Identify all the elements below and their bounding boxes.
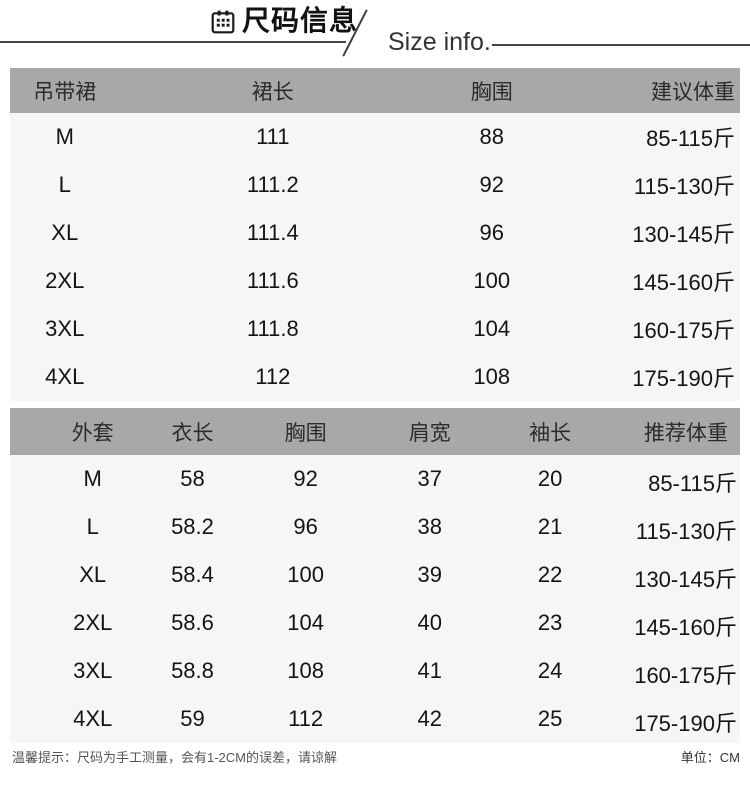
table-cell: 58.6	[171, 610, 214, 635]
table-cell: 42	[417, 706, 442, 731]
size-tables: 吊带裙 裙长 胸围 建议体重 M 111 88 85-115斤 L 111.2 92 115-130…	[10, 68, 740, 743]
size-label: XL	[51, 220, 79, 245]
table-cell: 96	[293, 514, 318, 539]
table-cell: 175-190斤	[634, 711, 737, 736]
table-cell: 85-115斤	[648, 471, 737, 496]
column-header: 外套	[71, 421, 114, 445]
page-title: 尺码信息	[242, 5, 359, 36]
table-row: L 111.2 92 115-130斤	[10, 161, 740, 209]
table-cell: 58.8	[171, 658, 214, 683]
table-cell: 25	[537, 706, 563, 731]
table-row: M 111 88 85-115斤	[10, 113, 740, 161]
table-cell: 111.6	[246, 268, 299, 293]
table-cell: 58	[180, 466, 205, 491]
table-cell: 58.4	[171, 562, 214, 587]
page-subtitle: Size info.	[388, 28, 491, 56]
column-header: 建议体重	[650, 80, 735, 104]
table-cell: 100	[473, 268, 511, 293]
coat-table-header: 外套 衣长 胸围 肩宽 袖长 推荐体重	[10, 408, 740, 455]
table-cell: 115-130斤	[635, 519, 737, 544]
size-label: L	[58, 172, 71, 197]
table-footer: 温馨提示：尺码为手工测量，会有1-2CM的误差，请谅解 单位：CM	[0, 748, 750, 768]
table-cell: 38	[417, 514, 442, 539]
coat-size-table: 外套 衣长 胸围 肩宽 袖长 推荐体重 M 58 92 37 20 85-115斤 L 58.2 96 38…	[10, 408, 740, 743]
column-header: 推荐体重	[643, 421, 728, 445]
table-row: 4XL 112 108 175-190斤	[10, 353, 740, 401]
table-cell: 41	[417, 658, 442, 683]
size-label: M	[55, 124, 74, 149]
column-header: 吊带裙	[33, 80, 97, 104]
table-row: 2XL 58.6 104 40 23 145-160斤	[10, 599, 740, 647]
size-label: 3XL	[45, 316, 85, 341]
table-cell: 130-145斤	[632, 222, 735, 247]
table-cell: 111.4	[246, 220, 299, 245]
unit-label: 单位：CM	[680, 750, 740, 765]
table-cell: 112	[288, 706, 324, 731]
table-cell: 115-130斤	[633, 174, 735, 199]
table-cell: 111	[256, 124, 290, 149]
table-cell: 92	[479, 172, 505, 197]
table-cell: 59	[180, 706, 205, 731]
column-header: 肩宽	[408, 421, 451, 445]
table-cell: 23	[537, 610, 563, 635]
divider-right	[492, 44, 750, 46]
table-row: XL 111.4 96 130-145斤	[10, 209, 740, 257]
table-cell: 96	[479, 220, 505, 245]
column-header: 袖长	[529, 421, 572, 445]
table-row: 4XL 59 112 42 25 175-190斤	[10, 695, 740, 743]
dress-table-body: M 111 88 85-115斤 L 111.2 92 115-130斤 XL 111.4 96 13…	[10, 113, 740, 401]
table-cell: 104	[473, 316, 511, 341]
table-row: M 58 92 37 20 85-115斤	[10, 455, 740, 503]
dress-table-header: 吊带裙 裙长 胸围 建议体重	[10, 68, 740, 113]
size-label: 3XL	[73, 658, 113, 683]
coat-table-body: M 58 92 37 20 85-115斤 L 58.2 96 38 21 115-130斤 XL 58.…	[10, 455, 740, 743]
table-cell: 111.8	[246, 316, 299, 341]
table-cell: 108	[473, 364, 511, 389]
size-label: 2XL	[73, 610, 113, 635]
table-cell: 39	[417, 562, 442, 587]
table-cell: 108	[287, 658, 324, 683]
column-header: 裙长	[251, 80, 294, 104]
table-cell: 21	[537, 514, 563, 539]
dress-size-table: 吊带裙 裙长 胸围 建议体重 M 111 88 85-115斤 L 111.2 92 115-130…	[10, 68, 740, 401]
table-cell: 104	[287, 610, 324, 635]
table-cell: 58.2	[171, 514, 214, 539]
size-label: M	[83, 466, 102, 491]
table-cell: 160-175斤	[632, 318, 735, 343]
column-header: 胸围	[284, 421, 327, 445]
table-cell: 145-160斤	[632, 270, 735, 295]
table-row: 2XL 111.6 100 145-160斤	[10, 257, 740, 305]
column-header: 胸围	[470, 80, 513, 104]
table-row: 3XL 111.8 104 160-175斤	[10, 305, 740, 353]
size-info-header: 尺码信息 Size info.	[0, 0, 750, 68]
table-cell: 160-175斤	[634, 663, 737, 688]
table-cell: 24	[537, 658, 563, 683]
table-cell: 175-190斤	[632, 366, 735, 391]
table-row: 3XL 58.8 108 41 24 160-175斤	[10, 647, 740, 695]
footer-note: 温馨提示：尺码为手工测量，会有1-2CM的误差，请谅解	[12, 750, 338, 765]
table-row: L 58.2 96 38 21 115-130斤	[10, 503, 740, 551]
table-cell: 20	[537, 466, 563, 491]
table-cell: 92	[293, 466, 318, 491]
size-label: XL	[79, 562, 107, 587]
column-header: 衣长	[171, 421, 214, 445]
size-label: 4XL	[45, 364, 85, 389]
size-label: 2XL	[45, 268, 85, 293]
table-cell: 130-145斤	[634, 567, 737, 592]
table-cell: 100	[287, 562, 324, 587]
calendar-icon	[210, 9, 236, 35]
table-cell: 112	[255, 364, 291, 389]
table-row: XL 58.4 100 39 22 130-145斤	[10, 551, 740, 599]
table-cell: 145-160斤	[634, 615, 737, 640]
table-cell: 111.2	[246, 172, 299, 197]
table-cell: 22	[537, 562, 563, 587]
size-label: 4XL	[73, 706, 113, 731]
table-cell: 37	[417, 466, 442, 491]
table-cell: 40	[417, 610, 442, 635]
table-cell: 88	[479, 124, 505, 149]
page-title-group: 尺码信息	[210, 4, 358, 38]
size-label: L	[86, 514, 99, 539]
divider-left	[0, 41, 346, 43]
table-cell: 85-115斤	[646, 126, 735, 151]
